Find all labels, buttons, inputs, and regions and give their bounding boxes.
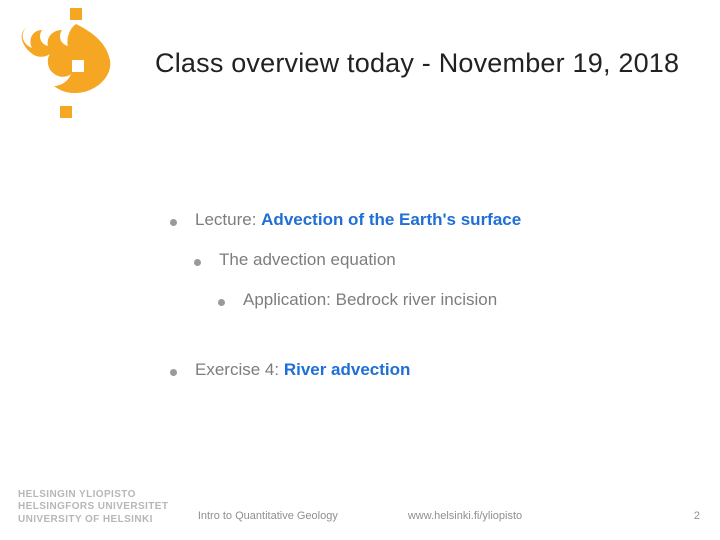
bullet-text: The advection equation: [219, 250, 396, 270]
page-title: Class overview today - November 19, 2018: [155, 48, 679, 79]
course-name: Intro to Quantitative Geology: [198, 510, 338, 522]
list-item: Application: Bedrock river incision: [218, 290, 630, 310]
bullet-icon: [170, 369, 177, 376]
list-item: The advection equation: [194, 250, 630, 270]
spacer: [170, 330, 630, 360]
exercise-link[interactable]: River advection: [284, 360, 411, 379]
bullet-icon: [218, 299, 225, 306]
uni-name-fi: HELSINGIN YLIOPISTO: [18, 489, 168, 502]
bullet-prefix: Exercise 4:: [195, 360, 284, 379]
bullet-icon: [170, 219, 177, 226]
list-item: Lecture: Advection of the Earth's surfac…: [170, 210, 630, 230]
list-item: Exercise 4: River advection: [170, 360, 630, 380]
footer-center: Intro to Quantitative Geology www.helsin…: [0, 510, 720, 522]
lecture-link[interactable]: Advection of the Earth's surface: [261, 210, 521, 229]
page-number: 2: [694, 510, 700, 522]
bullet-icon: [194, 259, 201, 266]
bullet-list: Lecture: Advection of the Earth's surfac…: [170, 210, 630, 400]
bullet-prefix: Lecture:: [195, 210, 261, 229]
university-flame-logo: [8, 8, 118, 118]
bullet-text: Application: Bedrock river incision: [243, 290, 497, 310]
footer-url: www.helsinki.fi/yliopisto: [408, 510, 522, 522]
